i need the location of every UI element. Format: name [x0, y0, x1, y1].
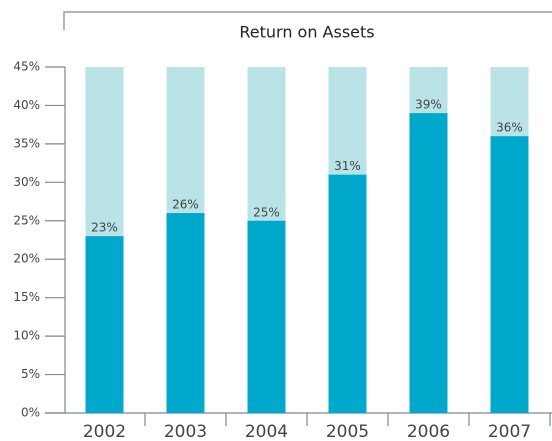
y-tick-label: 20% — [13, 252, 40, 266]
y-tick-label: 5% — [21, 367, 40, 381]
bar — [490, 136, 529, 413]
bar — [409, 113, 448, 413]
value-label: 25% — [253, 205, 280, 219]
x-tick-label: 2004 — [245, 422, 288, 441]
x-tick-label: 2006 — [407, 422, 450, 441]
y-tick-label: 0% — [21, 406, 40, 420]
value-label: 36% — [496, 121, 523, 135]
value-label: 23% — [91, 221, 118, 235]
bar — [166, 213, 205, 413]
title-frame — [63, 11, 552, 30]
chart-title: Return on Assets — [239, 23, 374, 42]
y-tick-label: 30% — [13, 175, 40, 189]
value-label: 26% — [172, 198, 199, 212]
value-label: 31% — [334, 159, 361, 173]
bar — [247, 220, 286, 413]
value-label: 39% — [415, 98, 442, 112]
y-tick-label: 10% — [13, 329, 40, 343]
x-tick-label: 2002 — [83, 422, 126, 441]
x-tick-label: 2003 — [164, 422, 207, 441]
bar — [85, 236, 124, 413]
y-tick-label: 35% — [13, 136, 40, 150]
y-tick-label: 15% — [13, 290, 40, 304]
y-tick-label: 45% — [13, 60, 40, 74]
y-tick-label: 40% — [13, 98, 40, 112]
bar — [328, 174, 367, 413]
y-tick-label: 25% — [13, 213, 40, 227]
x-tick-label: 2007 — [488, 422, 531, 441]
x-tick-label: 2005 — [326, 422, 369, 441]
